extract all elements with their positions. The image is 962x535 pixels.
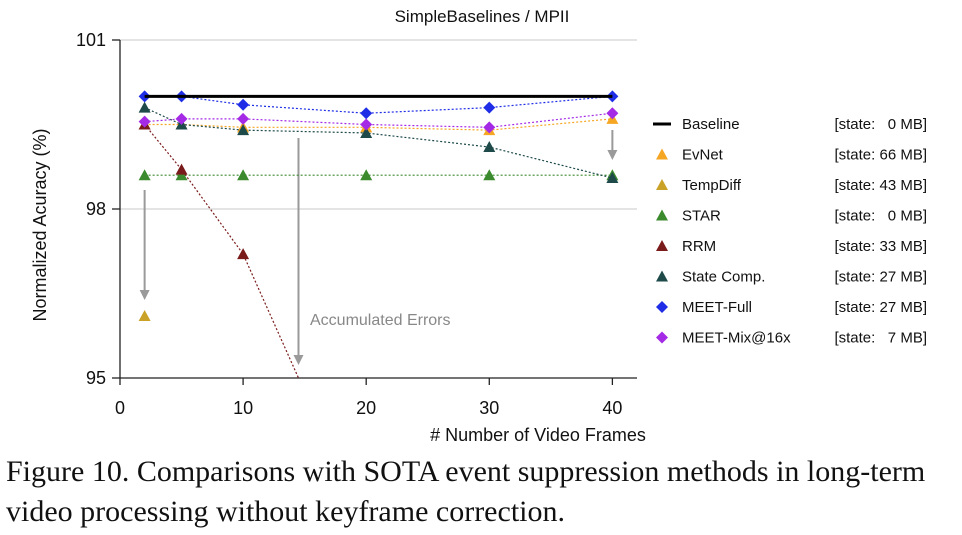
series-star — [138, 169, 619, 181]
series-line — [144, 124, 300, 379]
legend-item: MEET-Full [state: 27 MB] — [656, 299, 927, 316]
y-axis-label: Normalized Acuracy (%) — [30, 128, 50, 321]
accumulated-errors-annotation: Accumulated Errors — [310, 312, 451, 329]
data-point — [138, 101, 151, 113]
legend-state: [state: 27 MB] — [834, 299, 927, 316]
legend-swatch — [656, 240, 668, 251]
legend: Baseline [state: 0 MB] EvNet [state: 66 MB]… — [653, 116, 927, 347]
series-line — [144, 95, 613, 114]
legend-state: [state: 27 MB] — [834, 269, 927, 286]
legend-item: STAR [state: 0 MB] — [656, 208, 927, 225]
legend-swatch — [656, 148, 668, 160]
legend-label: STAR — [682, 208, 721, 225]
series-state-comp- — [138, 101, 619, 184]
legend-label: RRM — [682, 238, 716, 255]
legend-swatch — [656, 209, 668, 221]
data-point — [138, 169, 151, 181]
data-point — [237, 248, 250, 260]
series-line — [144, 107, 613, 179]
data-point — [175, 169, 188, 181]
arrow-head — [293, 355, 304, 365]
legend-item: State Comp. [state: 27 MB] — [656, 269, 927, 286]
data-point — [237, 112, 250, 125]
legend-label: Baseline — [682, 116, 740, 133]
legend-item: EvNet [state: 66 MB] — [656, 147, 927, 164]
y-tick-label: 101 — [76, 30, 106, 50]
legend-item: MEET-Mix@16x [state: 7 MB] — [656, 330, 927, 347]
arrow-head — [607, 150, 618, 160]
data-point — [360, 118, 373, 131]
data-point — [483, 141, 496, 153]
x-tick-label: 40 — [602, 398, 622, 418]
legend-state: [state: 7 MB] — [834, 330, 927, 347]
data-point — [360, 107, 373, 120]
legend-swatch — [656, 270, 668, 282]
x-tick-label: 0 — [115, 398, 125, 418]
data-point — [360, 126, 373, 138]
legend-label: TempDiff — [682, 177, 742, 194]
legend-label: MEET-Mix@16x — [682, 330, 791, 347]
legend-state: [state: 0 MB] — [834, 116, 927, 133]
legend-label: State Comp. — [682, 269, 765, 286]
legend-item: Baseline [state: 0 MB] — [653, 116, 927, 133]
data-point — [237, 169, 250, 181]
data-point — [175, 112, 188, 125]
series-line — [144, 112, 613, 128]
legend-swatch — [656, 179, 668, 190]
data-point — [360, 169, 373, 181]
legend-item: RRM [state: 33 MB] — [656, 238, 927, 255]
legend-state: [state: 43 MB] — [834, 177, 927, 194]
series-tempdiff — [138, 310, 151, 322]
error-arrows — [139, 130, 618, 365]
legend-label: MEET-Full — [682, 299, 752, 316]
data-point — [237, 124, 250, 136]
x-axis-label: # Number of Video Frames — [430, 425, 646, 445]
y-tick-label: 98 — [86, 199, 106, 219]
data-point — [237, 98, 250, 111]
arrow-head — [139, 290, 150, 300]
data-point — [483, 101, 496, 114]
data-point — [138, 115, 151, 128]
x-tick-label: 30 — [479, 398, 499, 418]
x-tick-label: 10 — [233, 398, 253, 418]
data-point — [483, 121, 496, 134]
data-point — [606, 107, 619, 120]
series-rrm — [138, 118, 300, 379]
data-point — [138, 310, 151, 322]
series-meet-mix-16x — [138, 107, 619, 134]
data-point — [606, 172, 619, 184]
legend-state: [state: 66 MB] — [834, 147, 927, 164]
data-point — [175, 163, 188, 175]
legend-item: TempDiff [state: 43 MB] — [656, 177, 927, 194]
data-point — [483, 169, 496, 181]
legend-swatch — [656, 301, 668, 313]
series-meet-full — [138, 90, 619, 120]
chart-title: SimpleBaselines / MPII — [395, 7, 570, 26]
legend-label: EvNet — [682, 147, 724, 164]
y-tick-label: 95 — [86, 368, 106, 388]
legend-state: [state: 0 MB] — [834, 208, 927, 225]
figure-caption: Figure 10. Comparisons with SOTA event s… — [6, 455, 926, 528]
x-tick-label: 20 — [356, 398, 376, 418]
series — [138, 90, 619, 379]
series-evnet — [138, 112, 619, 136]
grid — [120, 39, 637, 210]
legend-state: [state: 33 MB] — [834, 238, 927, 255]
legend-swatch — [656, 331, 668, 344]
series-line — [144, 118, 613, 131]
